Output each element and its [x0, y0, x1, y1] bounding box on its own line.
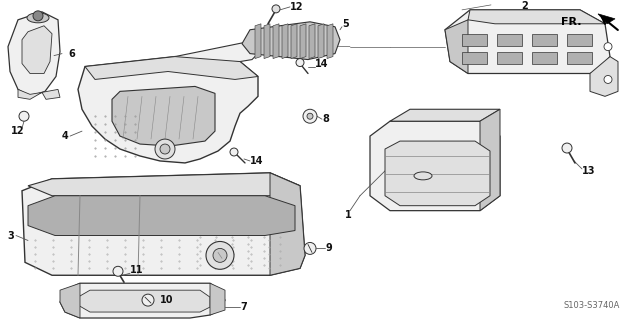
Text: S103-S3740A: S103-S3740A: [564, 301, 620, 310]
Text: 2: 2: [522, 1, 529, 11]
Polygon shape: [480, 109, 500, 211]
Polygon shape: [175, 40, 262, 70]
Text: 14: 14: [250, 156, 264, 166]
Circle shape: [296, 59, 304, 67]
Polygon shape: [60, 283, 80, 318]
Text: FR.: FR.: [561, 17, 582, 27]
Polygon shape: [273, 24, 279, 59]
Polygon shape: [242, 22, 340, 60]
Polygon shape: [282, 24, 288, 59]
Polygon shape: [270, 173, 305, 275]
Polygon shape: [22, 26, 52, 73]
Polygon shape: [22, 173, 305, 275]
Polygon shape: [8, 12, 60, 96]
Polygon shape: [468, 10, 605, 24]
Text: 1: 1: [344, 210, 351, 220]
Polygon shape: [60, 283, 225, 318]
Text: 5: 5: [342, 19, 349, 29]
Circle shape: [213, 249, 227, 262]
Polygon shape: [18, 89, 42, 99]
Circle shape: [604, 76, 612, 84]
Polygon shape: [598, 14, 615, 24]
Polygon shape: [497, 34, 522, 46]
Polygon shape: [567, 34, 592, 46]
Polygon shape: [445, 20, 468, 73]
Polygon shape: [318, 24, 324, 59]
Polygon shape: [590, 56, 618, 96]
Polygon shape: [112, 86, 215, 146]
Text: 9: 9: [325, 243, 332, 253]
Polygon shape: [497, 52, 522, 63]
Text: 12: 12: [12, 126, 25, 136]
Text: 3: 3: [7, 231, 14, 241]
Text: 4: 4: [61, 131, 68, 141]
Circle shape: [206, 241, 234, 269]
Text: 10: 10: [160, 295, 173, 305]
Text: 14: 14: [315, 59, 328, 69]
Circle shape: [272, 5, 280, 13]
Polygon shape: [85, 56, 258, 79]
Polygon shape: [445, 10, 610, 73]
Polygon shape: [210, 283, 225, 315]
Text: 13: 13: [582, 166, 595, 176]
Circle shape: [303, 109, 317, 123]
Polygon shape: [28, 196, 295, 235]
Polygon shape: [255, 24, 261, 59]
Ellipse shape: [27, 13, 49, 23]
Circle shape: [307, 113, 313, 119]
Text: 6: 6: [68, 48, 75, 59]
Text: 11: 11: [130, 265, 143, 275]
Polygon shape: [390, 109, 500, 121]
Circle shape: [33, 11, 43, 21]
Text: 7: 7: [240, 302, 247, 312]
Text: 8: 8: [322, 114, 329, 124]
Text: 12: 12: [290, 2, 303, 12]
Circle shape: [604, 43, 612, 51]
Polygon shape: [300, 24, 306, 59]
Circle shape: [230, 148, 238, 156]
Polygon shape: [462, 52, 487, 63]
Polygon shape: [78, 290, 210, 312]
Circle shape: [304, 242, 316, 254]
Polygon shape: [291, 24, 297, 59]
Circle shape: [142, 294, 154, 306]
Polygon shape: [462, 34, 487, 46]
Circle shape: [160, 144, 170, 154]
Polygon shape: [28, 173, 300, 196]
Circle shape: [562, 143, 572, 153]
Polygon shape: [385, 141, 490, 206]
Polygon shape: [532, 34, 557, 46]
Polygon shape: [42, 89, 60, 99]
Circle shape: [19, 111, 29, 121]
Polygon shape: [264, 24, 270, 59]
Circle shape: [113, 266, 123, 276]
Polygon shape: [309, 24, 315, 59]
Polygon shape: [78, 56, 258, 163]
Polygon shape: [370, 121, 500, 211]
Circle shape: [155, 139, 175, 159]
Ellipse shape: [414, 172, 432, 180]
Polygon shape: [532, 52, 557, 63]
Polygon shape: [567, 52, 592, 63]
Polygon shape: [327, 24, 333, 59]
